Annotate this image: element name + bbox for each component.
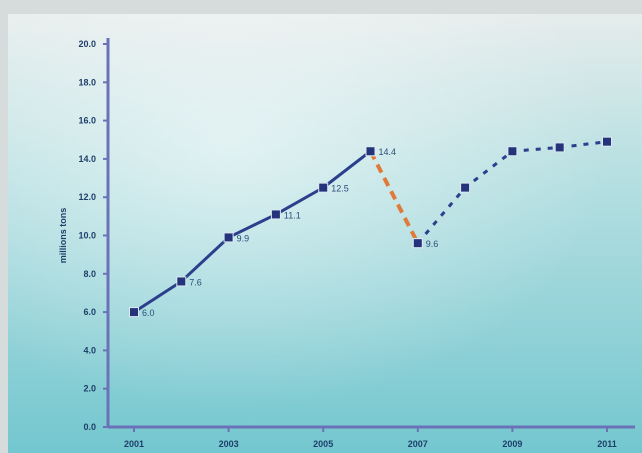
series-line-dashed (368, 150, 420, 245)
y-tick-label: 0.0 (83, 422, 96, 432)
data-point (365, 146, 376, 157)
data-point (554, 142, 565, 153)
data-label: 9.9 (237, 233, 250, 243)
data-label: 12.5 (331, 184, 349, 194)
data-point (223, 232, 234, 243)
data-point (176, 276, 187, 287)
y-tick-label: 8.0 (83, 269, 96, 279)
y-tick-label: 10.0 (78, 231, 96, 241)
data-label: 7.6 (189, 277, 202, 287)
y-tick-label: 2.0 (83, 384, 96, 394)
tick-labels: 0.0 2.0 4.0 6.0 8.0 10.0 12.0 14.0 16.0 18.0 20.0 2… (78, 39, 616, 449)
y-axis-title: millions tons (58, 208, 68, 264)
series-points (129, 136, 612, 318)
y-tick-label: 12.0 (78, 192, 96, 202)
data-labels: 6.0 7.6 9.9 11.1 12.5 14.4 9.6 (142, 147, 438, 318)
series-line-solid (133, 150, 372, 314)
y-tick-label: 18.0 (78, 77, 96, 87)
data-label: 6.0 (142, 308, 155, 318)
data-point (460, 182, 471, 193)
x-tick-label: 2011 (597, 439, 617, 449)
data-label: 14.4 (379, 147, 397, 157)
x-tick-label: 2009 (502, 439, 522, 449)
axes (106, 38, 635, 429)
x-tick-label: 2007 (408, 439, 428, 449)
x-tick-label: 2003 (219, 439, 239, 449)
y-tick-label: 4.0 (83, 345, 96, 355)
data-label: 11.1 (284, 210, 301, 220)
y-tick-label: 6.0 (83, 307, 96, 317)
y-tick-label: 14.0 (78, 154, 96, 164)
data-label: 9.6 (426, 239, 439, 249)
x-tick-label: 2005 (313, 439, 333, 449)
data-point (507, 146, 518, 157)
y-tick-label: 20.0 (78, 39, 96, 49)
plot-highlight (8, 14, 642, 453)
data-point (129, 307, 139, 318)
data-point (412, 238, 423, 249)
y-tick-label: 16.0 (78, 116, 96, 126)
data-point (602, 136, 612, 147)
data-point (318, 182, 329, 193)
data-point (270, 209, 281, 220)
x-tick-label: 2001 (124, 439, 144, 449)
